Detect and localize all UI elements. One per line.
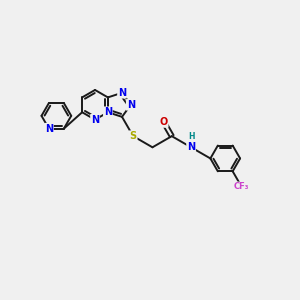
Text: N: N [45,124,53,134]
Text: S: S [130,131,137,141]
Text: H: H [188,131,194,140]
Text: O: O [160,117,168,127]
Text: N: N [118,88,126,98]
Text: N: N [104,107,112,117]
Text: N: N [127,100,135,110]
Text: N: N [91,115,99,125]
Text: CF₃: CF₃ [234,182,249,191]
Text: N: N [187,142,195,152]
